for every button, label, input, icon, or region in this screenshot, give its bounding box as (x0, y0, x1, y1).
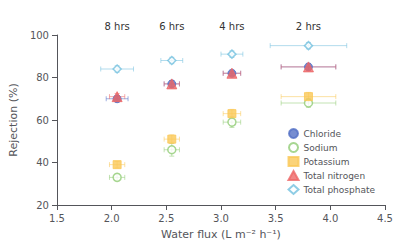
svg-text:20: 20 (36, 200, 49, 211)
svg-text:4 hrs: 4 hrs (219, 21, 244, 32)
svg-text:Water flux (L m⁻² h⁻¹): Water flux (L m⁻² h⁻¹) (161, 228, 281, 241)
svg-text:Chloride: Chloride (304, 129, 342, 139)
svg-text:Rejection (%): Rejection (%) (7, 83, 20, 156)
svg-text:8 hrs: 8 hrs (105, 21, 130, 32)
svg-text:3.0: 3.0 (213, 213, 229, 224)
svg-text:2.0: 2.0 (104, 213, 120, 224)
svg-text:Total phosphate: Total phosphate (303, 185, 376, 195)
svg-text:Total nitrogen: Total nitrogen (303, 171, 366, 181)
svg-text:80: 80 (36, 72, 49, 83)
svg-text:6 hrs: 6 hrs (159, 21, 184, 32)
svg-text:100: 100 (30, 30, 49, 41)
svg-text:Sodium: Sodium (304, 143, 338, 153)
svg-text:1.5: 1.5 (49, 213, 65, 224)
svg-text:2.5: 2.5 (158, 213, 174, 224)
svg-text:4.0: 4.0 (322, 213, 338, 224)
svg-text:4.5: 4.5 (377, 213, 393, 224)
svg-text:3.5: 3.5 (268, 213, 284, 224)
svg-text:40: 40 (36, 157, 49, 168)
svg-text:2 hrs: 2 hrs (296, 21, 321, 32)
svg-text:60: 60 (36, 115, 49, 126)
svg-text:Potassium: Potassium (304, 157, 350, 167)
